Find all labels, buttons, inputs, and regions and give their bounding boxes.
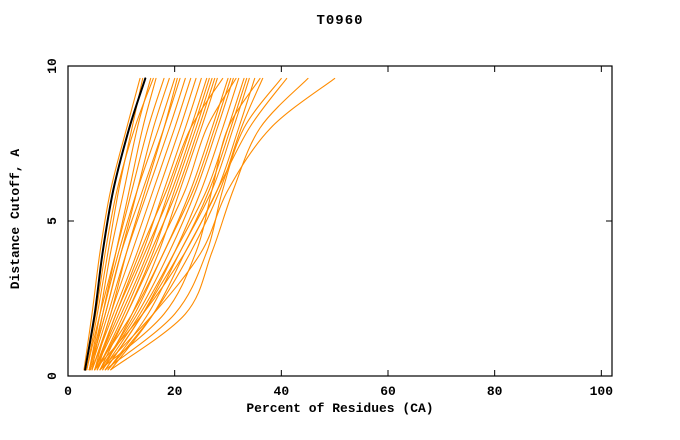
model-line xyxy=(99,77,336,371)
x-tick-label: 0 xyxy=(64,384,72,399)
x-tick-label: 40 xyxy=(274,384,290,399)
model-line xyxy=(104,77,282,371)
model-line xyxy=(86,77,165,371)
model-line xyxy=(99,77,232,371)
model-line xyxy=(96,77,237,371)
x-tick-label: 80 xyxy=(487,384,503,399)
model-line xyxy=(88,77,176,371)
x-tick-label: 60 xyxy=(380,384,396,399)
model-line xyxy=(83,77,141,371)
model-line xyxy=(86,77,144,371)
model-line xyxy=(88,77,181,371)
model-line xyxy=(94,77,192,371)
model-line xyxy=(104,77,248,371)
x-axis-label: Percent of Residues (CA) xyxy=(246,401,434,416)
x-tick-label: 100 xyxy=(590,384,614,399)
model-line xyxy=(94,77,210,371)
plot-border xyxy=(67,65,613,377)
model-line xyxy=(107,77,250,371)
chart-title: T0960 xyxy=(316,13,364,29)
model-line xyxy=(94,77,288,371)
model-line xyxy=(99,77,234,371)
model-line xyxy=(96,77,216,371)
y-tick-label: 10 xyxy=(45,58,60,74)
model-line xyxy=(110,77,309,371)
reference-line xyxy=(84,77,147,371)
model-line xyxy=(94,77,229,371)
model-line xyxy=(94,77,224,371)
model-line xyxy=(89,77,186,371)
model-line xyxy=(107,77,264,371)
x-tick-label: 20 xyxy=(167,384,183,399)
y-tick-label: 5 xyxy=(45,217,60,225)
y-tick-label: 0 xyxy=(45,372,60,380)
model-line xyxy=(91,77,197,371)
